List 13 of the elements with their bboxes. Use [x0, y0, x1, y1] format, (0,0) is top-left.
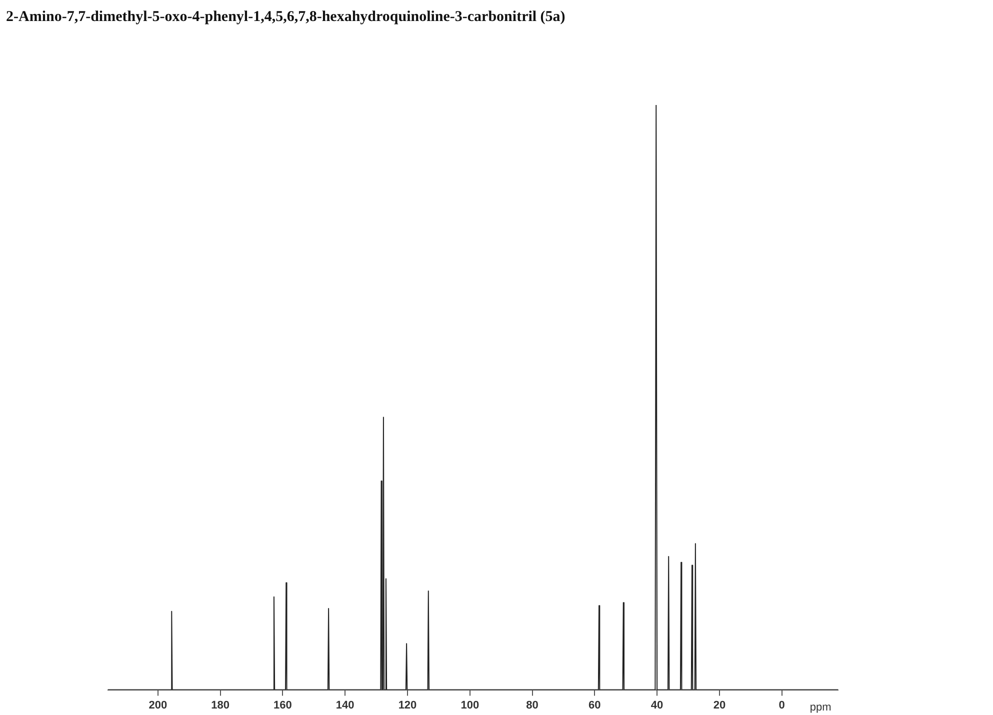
x-tick-label: 40	[650, 699, 664, 712]
x-tick-label: 180	[211, 699, 230, 712]
chart-title: 2-Amino-7,7-dimethyl-5-oxo-4-phenyl-1,4,5,6,7,8-hexahydroquinoline-3-carbonitril (5a)	[6, 8, 566, 27]
x-tick-label: 100	[460, 699, 480, 712]
x-tick-label: 0	[778, 699, 785, 712]
x-tick-label: 20	[713, 699, 726, 712]
x-tick-label: 80	[526, 699, 538, 712]
x-tick-label: 200	[148, 699, 168, 712]
x-tick-label: 160	[274, 699, 292, 712]
x-tick-label: 120	[398, 699, 417, 712]
x-tick-label: 60	[588, 699, 601, 712]
x-tick-label: 140	[336, 699, 354, 712]
x-axis-title: ppm	[810, 701, 832, 714]
